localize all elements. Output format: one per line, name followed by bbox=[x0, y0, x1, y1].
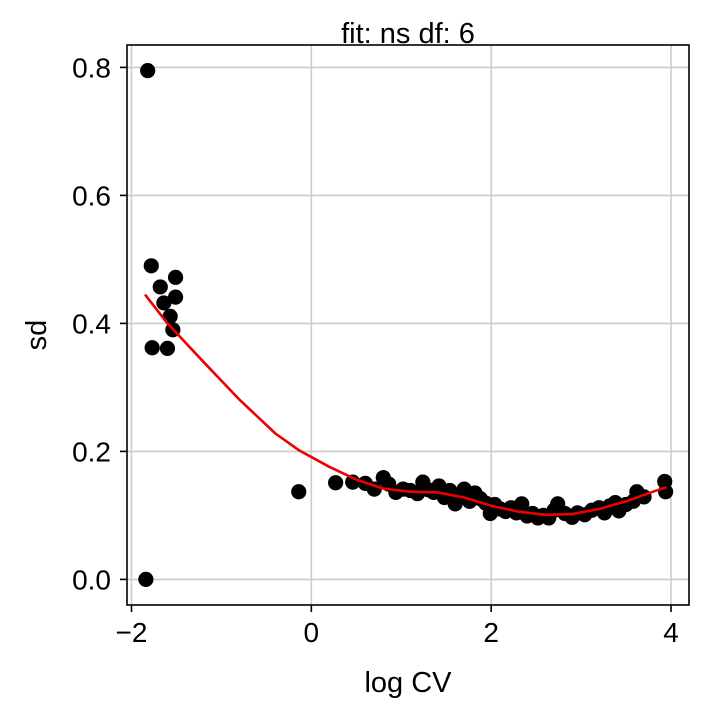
y-axis-label: sd bbox=[21, 320, 53, 351]
x-axis-label: log CV bbox=[364, 667, 452, 699]
data-point-2 bbox=[143, 258, 159, 274]
data-point-4 bbox=[152, 279, 168, 295]
data-point-5 bbox=[156, 295, 172, 311]
data-point-11 bbox=[291, 484, 307, 500]
data-point-6 bbox=[159, 340, 176, 356]
y-tick-label-2: 0.4 bbox=[72, 308, 111, 339]
grid-layer bbox=[127, 45, 689, 605]
data-point-9 bbox=[167, 269, 184, 285]
data-point-10 bbox=[167, 289, 184, 305]
y-tick-label-3: 0.6 bbox=[72, 180, 111, 211]
data-point-41 bbox=[514, 496, 530, 512]
x-tick-label-2: 2 bbox=[483, 617, 499, 648]
data-point-12 bbox=[328, 475, 344, 491]
y-tick-label-0: 0.0 bbox=[72, 564, 111, 595]
y-tick-label-1: 0.2 bbox=[72, 436, 111, 467]
data-point-3 bbox=[144, 340, 160, 356]
data-point-0 bbox=[140, 63, 156, 79]
data-layer bbox=[138, 63, 674, 588]
chart-title: fit: ns df: 6 bbox=[341, 18, 475, 50]
fit-line bbox=[143, 293, 667, 517]
y-tick-label-4: 0.8 bbox=[72, 52, 111, 83]
x-tick-label-3: 4 bbox=[663, 617, 679, 648]
plot-frame bbox=[126, 44, 690, 606]
data-point-1 bbox=[138, 571, 154, 588]
tick-layer: −2 0 2 4 0.0 0.2 0.4 0.6 0.8 bbox=[72, 52, 679, 648]
x-tick-label-0: −2 bbox=[116, 617, 148, 648]
x-tick-label-1: 0 bbox=[304, 617, 320, 648]
